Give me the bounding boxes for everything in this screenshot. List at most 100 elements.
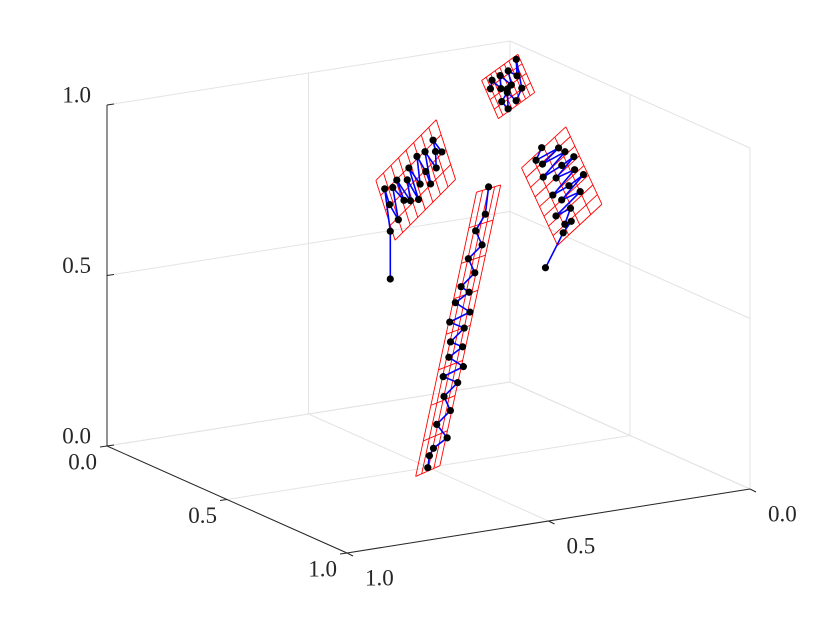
z-tick [106, 103, 115, 106]
y-tick-label: 0.5 [567, 533, 596, 558]
x-tick-label: 1.0 [308, 556, 337, 581]
marker [429, 444, 438, 452]
marker [446, 318, 454, 326]
y-tick [346, 552, 354, 557]
marker [561, 220, 569, 228]
marker [498, 98, 506, 106]
marker [504, 67, 512, 75]
marker [504, 105, 512, 113]
mesh [521, 126, 603, 246]
x-tick-label: 0.5 [188, 503, 217, 528]
z-tick [106, 274, 115, 276]
marker [558, 161, 566, 170]
mesh-line [521, 167, 558, 246]
marker [466, 308, 474, 316]
marker [538, 160, 547, 168]
marker [381, 185, 389, 193]
y-tick-label: 1.0 [365, 565, 394, 590]
marker [438, 148, 446, 156]
x-tick [99, 445, 108, 448]
marker [496, 71, 504, 80]
marker [503, 85, 511, 93]
marker [394, 216, 402, 224]
mesh [415, 184, 502, 477]
marker [549, 191, 557, 199]
marker [513, 72, 521, 80]
marker [465, 288, 473, 296]
marker [421, 148, 429, 156]
marker [481, 210, 489, 218]
mesh-line [565, 126, 603, 205]
marker [431, 147, 440, 156]
mesh-line [498, 92, 535, 120]
marker [576, 188, 584, 196]
marker [429, 136, 437, 144]
mesh-line [389, 164, 452, 226]
marker [433, 420, 441, 429]
marker [389, 183, 397, 192]
marker [532, 156, 540, 164]
marker [385, 200, 394, 209]
marker [567, 217, 575, 225]
marker [571, 166, 579, 174]
marker [484, 183, 493, 191]
z-tick-label: 1.0 [62, 82, 91, 107]
marker [443, 434, 451, 442]
mesh-line [439, 184, 502, 466]
marker [478, 241, 486, 249]
marker [459, 363, 467, 371]
marker [561, 148, 569, 156]
marker [422, 167, 430, 176]
x-tick [219, 499, 228, 501]
mesh-line [427, 188, 490, 472]
marker [558, 196, 566, 204]
marker [541, 264, 550, 272]
marker [512, 97, 520, 105]
series-line [383, 139, 443, 279]
marker [440, 392, 448, 401]
y-tick [749, 488, 757, 493]
marker [426, 180, 435, 188]
marker [460, 324, 468, 332]
marker [413, 152, 421, 161]
mesh-line [415, 192, 477, 477]
grid-line [509, 381, 751, 490]
marker [432, 164, 440, 172]
marker [472, 227, 480, 235]
marker [400, 196, 408, 204]
x-tick-label: 0.0 [68, 449, 97, 474]
marker [579, 170, 588, 179]
marker [403, 176, 411, 184]
grid-line [106, 40, 511, 106]
marker [457, 283, 465, 291]
marker [565, 182, 573, 190]
marker [570, 153, 578, 161]
mesh-line [421, 190, 483, 474]
marker [405, 164, 413, 172]
marker [486, 85, 495, 93]
marker [386, 227, 394, 235]
marker [445, 353, 453, 361]
marker [552, 212, 560, 220]
mesh-line [375, 119, 437, 181]
mesh-line [481, 80, 499, 119]
z-tick-label: 0.0 [62, 423, 91, 448]
grid-line [106, 381, 511, 447]
marker [446, 406, 455, 415]
grid-line [509, 40, 751, 149]
x-tick [339, 552, 348, 555]
marker [414, 195, 423, 204]
marker [497, 84, 505, 93]
marker [425, 452, 434, 460]
marker [518, 84, 526, 92]
mesh-line [481, 53, 519, 81]
marker [393, 176, 401, 184]
marker [439, 373, 447, 381]
marker [538, 144, 546, 152]
marker [406, 197, 415, 205]
marker [559, 229, 567, 237]
marker [446, 338, 455, 346]
marker [459, 343, 467, 351]
mesh-line [394, 179, 456, 241]
marker [539, 173, 547, 181]
